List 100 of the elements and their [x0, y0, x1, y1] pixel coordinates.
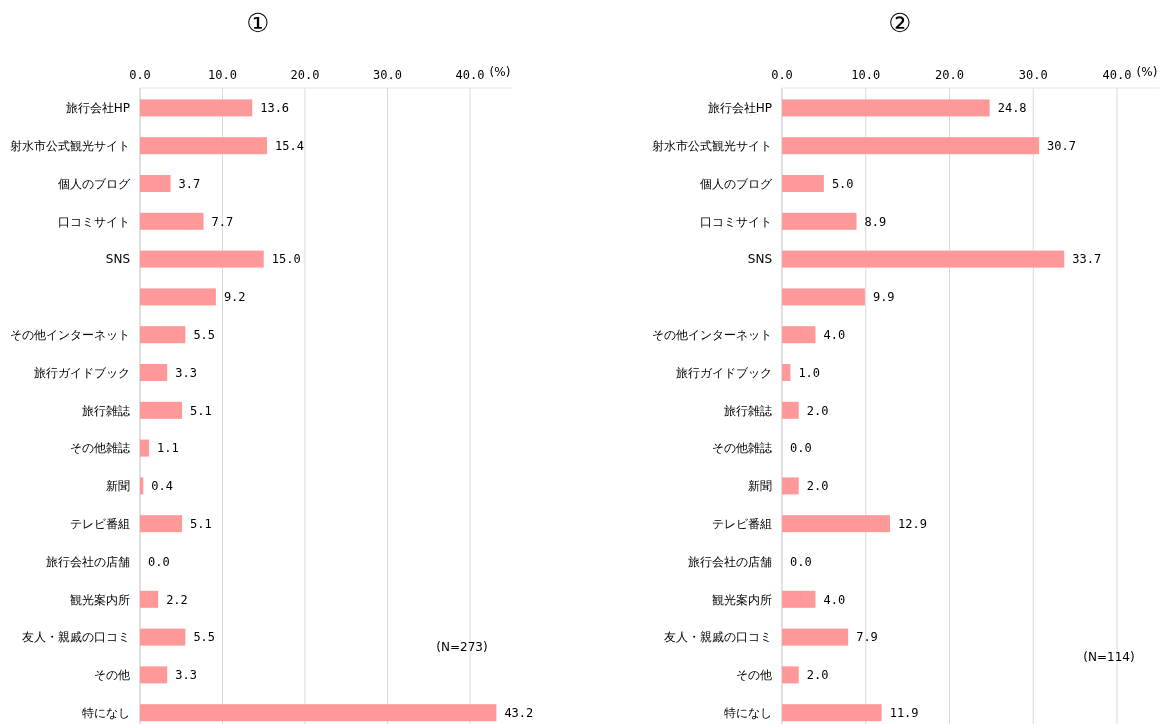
- bar: [782, 288, 865, 306]
- data-label: 5.1: [190, 403, 212, 418]
- y-tick-label: その他雑誌: [712, 441, 772, 456]
- bar: [782, 212, 857, 230]
- data-label: 8.9: [864, 214, 887, 229]
- x-tick-label: 20.0: [290, 68, 320, 82]
- bar: [140, 439, 150, 457]
- y-tick-label: その他雑誌: [70, 441, 130, 456]
- y-tick-label: 旅行会社HP: [65, 101, 130, 116]
- data-label: 30.7: [1047, 138, 1077, 153]
- data-label: 0.0: [148, 554, 170, 569]
- y-tick-label: その他: [94, 668, 130, 683]
- data-label: 2.0: [806, 479, 829, 494]
- data-label: 7.9: [856, 630, 878, 645]
- y-tick-label: 旅行会社HP: [707, 101, 772, 116]
- y-tick-label: 新聞: [748, 479, 772, 494]
- data-label: 12.9: [898, 516, 927, 531]
- y-tick-label: 特になし: [82, 705, 130, 720]
- y-tick-label: 旅行雑誌: [724, 403, 772, 418]
- data-label: 7.7: [211, 214, 234, 229]
- chart-title: ①: [246, 8, 270, 38]
- data-label: 2.0: [806, 668, 829, 683]
- bar: [782, 590, 816, 608]
- y-tick-label: 観光案内所: [70, 592, 130, 607]
- y-tick-label: 旅行雑誌: [82, 403, 130, 418]
- data-label: 3.3: [175, 365, 197, 380]
- bar: [140, 99, 253, 117]
- y-tick-label: 射水市公式観光サイト: [10, 138, 130, 153]
- bar: [140, 288, 216, 306]
- y-tick-label: その他: [736, 668, 772, 683]
- annotation: (N=114): [1083, 650, 1135, 664]
- data-label: 4.0: [823, 327, 846, 342]
- bar: [140, 364, 168, 382]
- bar: [782, 666, 799, 684]
- bar: [140, 477, 144, 495]
- data-label: 1.1: [157, 441, 179, 456]
- data-label: 13.6: [260, 101, 290, 116]
- bar: [782, 515, 891, 533]
- bar: [782, 364, 791, 382]
- bar: [782, 704, 882, 722]
- bar: [140, 628, 186, 646]
- bar: [140, 515, 183, 533]
- data-label: 11.9: [889, 705, 919, 720]
- x-tick-label: 10.0: [851, 68, 881, 82]
- data-label: 1.0: [798, 365, 821, 380]
- bar: [782, 99, 990, 117]
- y-tick-label: 特になし: [724, 705, 772, 720]
- data-label: 2.0: [806, 403, 829, 418]
- y-tick-label: 旅行ガイドブック: [676, 365, 772, 380]
- data-label: 0.4: [151, 479, 173, 494]
- data-label: 0.0: [790, 554, 812, 569]
- chart-title: ②: [888, 8, 912, 38]
- y-tick-label: 口コミサイト: [700, 214, 772, 229]
- y-tick-label: 友人・親戚の口コミ: [22, 630, 130, 645]
- bar: [782, 326, 816, 344]
- y-tick-label: 観光案内所: [712, 592, 772, 607]
- y-tick-label: SNS: [105, 252, 130, 267]
- bar: [140, 137, 268, 155]
- x-tick-label: 40.0: [455, 68, 485, 82]
- data-label: 15.0: [271, 252, 301, 267]
- x-axis-title: (%): [1136, 65, 1158, 79]
- y-tick-label: SNS: [747, 252, 772, 267]
- bar: [140, 175, 171, 193]
- bar: [782, 250, 1065, 268]
- x-tick-label: 30.0: [1018, 68, 1048, 82]
- y-tick-label: 旅行ガイドブック: [34, 365, 130, 380]
- y-tick-label: 射水市公式観光サイト: [652, 138, 772, 153]
- y-tick-label: テレビ番組: [70, 516, 130, 531]
- x-tick-label: 0.0: [771, 68, 793, 82]
- data-label: 9.9: [872, 290, 895, 305]
- bar: [782, 628, 849, 646]
- data-label: 15.4: [275, 138, 304, 153]
- bar: [140, 212, 204, 230]
- data-label: 4.0: [823, 592, 846, 607]
- data-label: 43.2: [504, 705, 534, 720]
- data-label: 2.2: [166, 592, 188, 607]
- bar: [140, 326, 186, 344]
- bar: [140, 666, 168, 684]
- x-axis-title: (%): [489, 65, 511, 79]
- bar: [140, 590, 159, 608]
- bar: [782, 175, 824, 193]
- data-label: 9.2: [223, 290, 246, 305]
- data-label: 3.3: [175, 668, 197, 683]
- bar: [140, 704, 497, 722]
- y-tick-label: 友人・親戚の口コミ: [664, 630, 772, 645]
- data-label: 5.5: [193, 327, 216, 342]
- y-tick-label: その他インターネット: [652, 327, 772, 342]
- y-tick-label: 個人のブログ: [700, 176, 773, 191]
- data-label: 5.0: [831, 176, 854, 191]
- data-label: 5.5: [193, 630, 216, 645]
- x-tick-label: 40.0: [1102, 68, 1132, 82]
- x-tick-label: 0.0: [129, 68, 151, 82]
- data-label: 33.7: [1072, 252, 1102, 267]
- x-tick-label: 20.0: [935, 68, 964, 82]
- bar: [782, 477, 799, 495]
- y-tick-label: 口コミサイト: [58, 214, 130, 229]
- data-label: 24.8: [997, 101, 1027, 116]
- x-tick-label: 30.0: [373, 68, 402, 82]
- bar: [140, 250, 264, 268]
- x-tick-label: 10.0: [208, 68, 237, 82]
